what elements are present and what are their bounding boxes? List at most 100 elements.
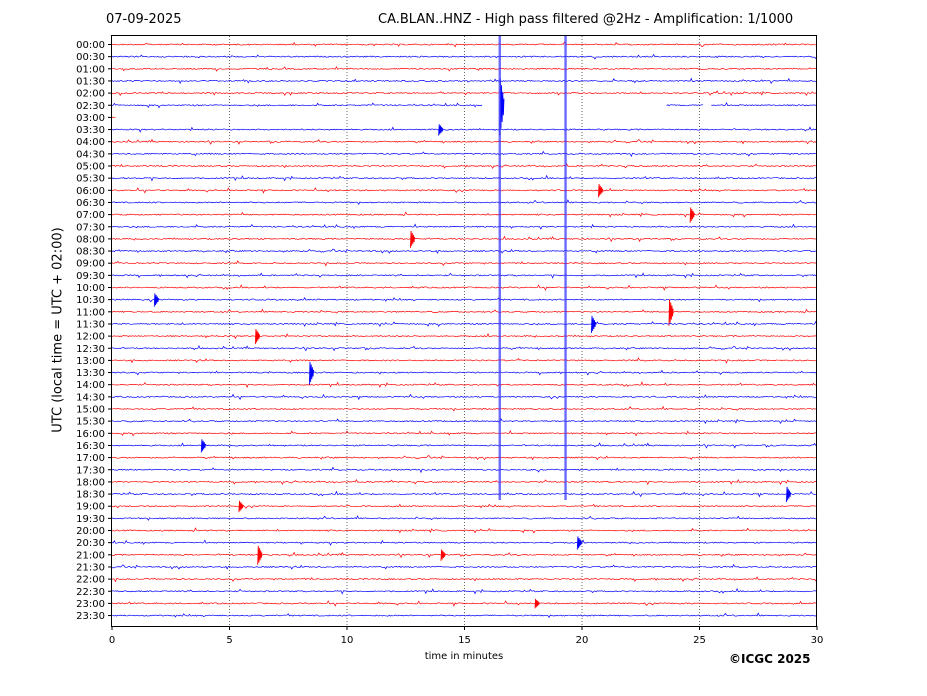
trace-row-0230 <box>111 102 818 109</box>
y-tick-label: 15:30 <box>76 417 105 428</box>
y-tick-label: 18:00 <box>76 477 105 488</box>
trace-row-0900 <box>111 260 818 267</box>
trace-row-0800 <box>111 235 818 243</box>
trace-row-1400 <box>111 381 818 389</box>
y-tick-label: 06:00 <box>76 186 105 197</box>
trace-row-0200 <box>111 90 818 97</box>
trace-row-1300 <box>111 357 818 364</box>
trace-row-0530 <box>111 174 818 182</box>
event-spike <box>598 184 604 198</box>
trace-row-1430 <box>111 393 818 401</box>
trace-row-0600 <box>111 187 818 194</box>
y-tick-label: 14:30 <box>76 392 105 403</box>
y-tick-label: 13:30 <box>76 368 105 379</box>
trace-row-0830 <box>111 248 818 254</box>
x-tick-label: 10 <box>341 635 354 646</box>
y-tick-label: 04:00 <box>76 137 105 148</box>
trace-row-1330 <box>111 369 818 376</box>
x-tick-label: 25 <box>693 635 706 646</box>
y-tick-label: 17:30 <box>76 465 105 476</box>
trace-row-0100 <box>111 65 818 72</box>
y-tick-label: 23:30 <box>76 611 105 622</box>
x-axis-ticks: 0 5 10 15 20 25 30 <box>109 626 824 646</box>
trace-row-0700 <box>111 211 818 218</box>
trace-row-2300 <box>111 600 818 607</box>
trace-row-1230 <box>111 345 818 352</box>
trace-row-1630 <box>111 442 818 449</box>
trace-row-1030 <box>111 297 818 303</box>
event-spike <box>576 536 582 550</box>
event-spike <box>200 439 206 453</box>
trace-row-0930 <box>111 272 818 279</box>
y-tick-label: 22:30 <box>76 587 105 598</box>
y-tick-label: 12:30 <box>76 344 105 355</box>
y-tick-label: 07:30 <box>76 222 105 233</box>
trace-row-0730 <box>111 223 818 230</box>
y-tick-label: 05:30 <box>76 174 105 185</box>
trace-row-1600 <box>111 430 818 437</box>
y-tick-label: 06:30 <box>76 198 105 209</box>
y-tick-label: 18:30 <box>76 490 105 501</box>
x-tick-label: 15 <box>458 635 471 646</box>
y-tick-label: 12:00 <box>76 332 105 343</box>
event-spike <box>254 328 260 345</box>
event-spike <box>257 545 263 565</box>
trace-row-1700 <box>111 455 818 461</box>
trace-row-1830 <box>111 490 818 498</box>
event-spike <box>153 293 159 307</box>
y-tick-label: 01:00 <box>76 64 105 75</box>
y-tick-label: 10:00 <box>76 283 105 294</box>
copyright-label: ©ICGC 2025 <box>729 652 811 666</box>
trace-row-0030 <box>111 53 818 60</box>
event-spike <box>534 598 540 609</box>
trace-row-1730 <box>111 466 818 474</box>
event-spike <box>440 549 446 561</box>
trace-row-0430 <box>111 150 818 158</box>
y-tick-label: 04:30 <box>76 149 105 160</box>
y-tick-label: 08:30 <box>76 247 105 258</box>
y-tick-label: 19:30 <box>76 514 105 525</box>
y-tick-label: 09:30 <box>76 271 105 282</box>
y-tick-label: 16:30 <box>76 441 105 452</box>
event-spike <box>786 486 792 503</box>
y-tick-label: 22:00 <box>76 575 105 586</box>
event-spike <box>410 230 416 248</box>
y-tick-label: 16:00 <box>76 429 105 440</box>
trace-row-2330 <box>111 612 818 619</box>
date-label: 07-09-2025 <box>106 12 182 27</box>
x-tick-label: 20 <box>576 635 589 646</box>
trace-row-0400 <box>111 138 818 145</box>
grid-lines <box>229 36 700 626</box>
y-tick-label: 11:30 <box>76 319 105 330</box>
y-tick-label: 02:00 <box>76 89 105 100</box>
trace-row-1000 <box>111 284 818 291</box>
trace-row-1530 <box>111 417 818 425</box>
y-tick-label: 14:00 <box>76 380 105 391</box>
event-spike <box>590 315 597 333</box>
trace-row-2030 <box>111 539 818 546</box>
trace-row-2130 <box>111 563 818 570</box>
y-tick-label: 02:30 <box>76 101 105 112</box>
trace-row-1200 <box>111 332 818 340</box>
trace-row-0630 <box>111 199 818 206</box>
trace-row-2000 <box>111 527 818 534</box>
y-tick-label: 21:30 <box>76 562 105 573</box>
trace-row-0130 <box>111 77 818 85</box>
x-tick-label: 0 <box>109 635 115 646</box>
y-tick-label: 01:30 <box>76 76 105 87</box>
y-tick-label: 17:00 <box>76 453 105 464</box>
trace-row-0500 <box>111 163 818 169</box>
y-tick-label: 20:30 <box>76 538 105 549</box>
trace-row-0330 <box>111 126 818 133</box>
x-tick-label: 5 <box>226 635 232 646</box>
y-tick-label: 00:30 <box>76 52 105 63</box>
y-tick-label: 15:00 <box>76 405 105 416</box>
trace-row-2230 <box>111 587 818 595</box>
y-tick-label: 03:00 <box>76 113 105 124</box>
event-spike <box>438 124 444 136</box>
y-tick-label: 11:00 <box>76 307 105 318</box>
trace-row-1100 <box>111 308 818 314</box>
x-tick-label: 30 <box>811 635 824 646</box>
trace-row-1800 <box>111 478 818 486</box>
